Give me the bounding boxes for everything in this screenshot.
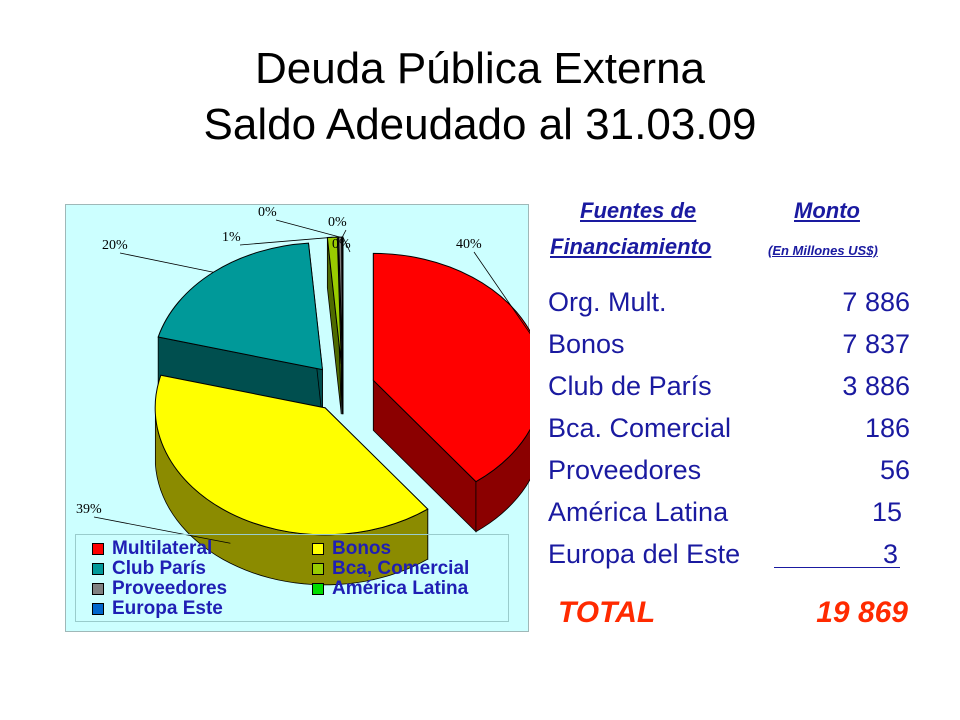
legend-label: América Latina (332, 578, 469, 599)
pie-data-label: 39% (76, 502, 102, 517)
pie-data-label: 0% (328, 215, 347, 230)
pie-chart: 40% 39% 20% 1% 0% 0% 0% (76, 205, 530, 586)
pie-data-label: 40% (456, 237, 482, 252)
header-unit: (En Millones US$) (768, 243, 878, 258)
row-underline (774, 567, 900, 568)
row-value: 7 837 (842, 329, 910, 359)
table-row: Bca. Comercial 186 (548, 408, 910, 448)
leader-line (473, 251, 530, 335)
legend-swatch (312, 563, 324, 575)
pie-data-label: 20% (102, 238, 128, 253)
row-label: Europa del Este (548, 539, 741, 569)
table-row: Bonos 7 837 (548, 324, 910, 364)
chart-title-line2: Saldo Adeudado al 31.03.09 (203, 100, 757, 149)
table-row: Club de París 3 886 (548, 366, 910, 406)
legend-swatch (92, 543, 104, 555)
pie-data-label: 0% (258, 205, 277, 220)
header-amount: Monto (794, 198, 860, 223)
legend-label: Bonos (332, 538, 392, 559)
chart-legend: Multilateral Bonos Club París Bca, Comercia… (75, 534, 509, 622)
leader-line (275, 219, 341, 238)
row-value: 15 (871, 497, 902, 527)
leader-line (119, 252, 214, 273)
legend-swatch (312, 583, 324, 595)
leader-line (341, 229, 347, 238)
header-source-line1: Fuentes de (580, 198, 697, 223)
table-row: Europa del Este 3 (548, 534, 910, 574)
leader-line (342, 236, 351, 253)
row-label: Bonos (548, 329, 625, 359)
pie-chart-panel: 40% 39% 20% 1% 0% 0% 0% (65, 204, 530, 632)
pie-slice-side (475, 428, 530, 533)
legend-label: Proveedores (112, 578, 228, 599)
table-row: Proveedores 56 (548, 450, 910, 490)
legend-label: Bca, Comercial (332, 558, 470, 579)
row-label: América Latina (548, 497, 729, 527)
table-row: Org. Mult. 7 886 (548, 282, 910, 322)
legend-swatch (92, 603, 104, 615)
row-value: 3 886 (842, 371, 910, 401)
leader-line (93, 516, 231, 544)
chart-title-line1: Deuda Pública Externa (254, 44, 706, 93)
row-label: Bca. Comercial (548, 413, 732, 443)
row-value: 3 (882, 539, 898, 569)
legend-label: Club París (112, 558, 206, 579)
pie-labels: 40% 39% 20% 1% 0% 0% 0% (76, 205, 530, 544)
row-value: 186 (864, 413, 910, 443)
row-value: 7 886 (842, 287, 910, 317)
row-value: 56 (879, 455, 910, 485)
row-label: Club de París (548, 371, 712, 401)
table-row: América Latina 15 (548, 492, 910, 532)
legend-swatch (312, 543, 324, 555)
pie-slice (372, 252, 530, 483)
legend-label: Europa Este (112, 598, 223, 619)
total-value: 19 869 (816, 596, 908, 629)
pie-slice (154, 374, 429, 536)
header-source-line2: Financiamiento (550, 234, 712, 259)
row-label: Org. Mult. (548, 287, 667, 317)
legend-swatch (92, 563, 104, 575)
legend-swatch (92, 583, 104, 595)
row-label: Proveedores (548, 455, 702, 485)
legend-label: Multilateral (112, 538, 213, 559)
pie-data-label: 1% (222, 230, 241, 245)
total-label: TOTAL (558, 596, 656, 629)
pie-data-label: 0% (332, 237, 351, 252)
leader-line (239, 236, 333, 246)
pie-tops (154, 236, 530, 536)
